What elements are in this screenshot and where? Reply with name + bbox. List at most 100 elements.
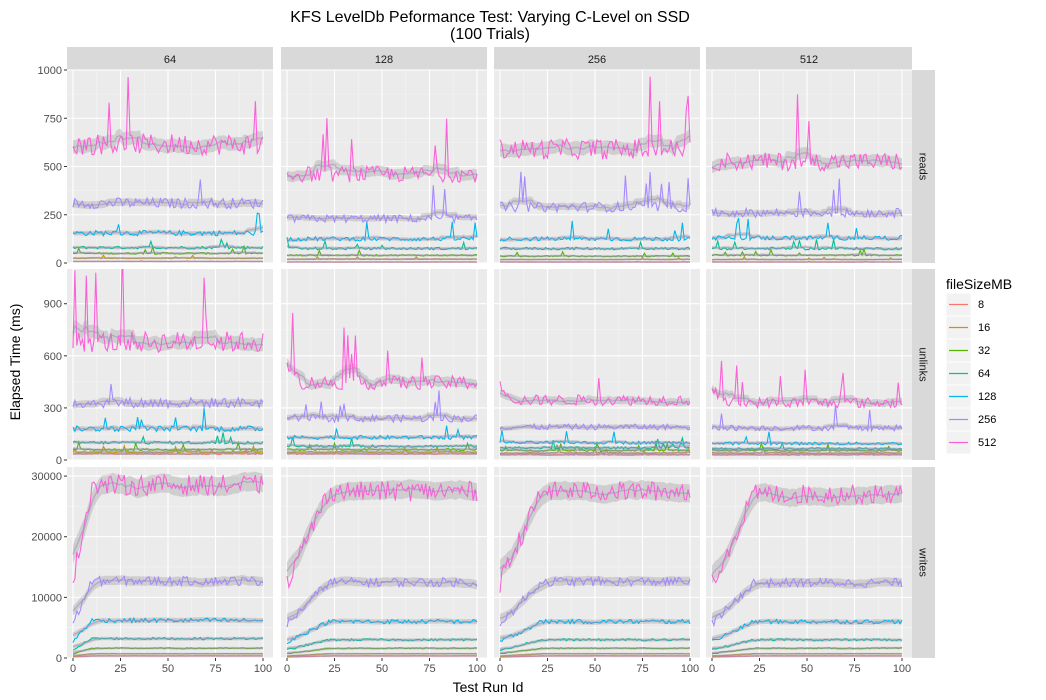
x-tick-label: 100 — [468, 663, 486, 675]
chart-subtitle: (100 Trials) — [450, 26, 530, 43]
panel-unlinks-64 — [67, 269, 273, 461]
series-line-512 — [286, 118, 478, 184]
panel-writes-512 — [706, 467, 912, 659]
series-line-256 — [72, 179, 264, 210]
column-strip-128 — [281, 47, 487, 70]
y-tick-label: 1000 — [38, 65, 62, 77]
smooth-line — [712, 152, 903, 168]
smooth-line — [499, 579, 691, 619]
smooth-line — [286, 580, 478, 619]
smooth-line — [711, 245, 902, 250]
smooth-line — [711, 581, 903, 619]
smooth-line — [72, 447, 264, 451]
series-line-512 — [499, 76, 691, 161]
panel-reads-512 — [706, 69, 912, 264]
smooth-line — [286, 647, 477, 654]
smooth-line — [499, 488, 691, 570]
smooth-line — [500, 235, 690, 241]
smooth-line — [72, 245, 264, 249]
smooth-line — [72, 452, 264, 455]
smooth-line — [712, 451, 903, 454]
series-line-512 — [286, 312, 478, 391]
x-tick-label: 75 — [209, 663, 221, 675]
smooth-line — [286, 163, 478, 178]
smooth-line — [499, 196, 691, 210]
panel-unlinks-128 — [281, 269, 487, 461]
confidence-band — [73, 575, 263, 616]
y-tick-label: 900 — [44, 299, 62, 311]
x-tick-label: 0 — [709, 663, 715, 675]
panel-writes-64 — [67, 467, 273, 659]
x-tick-label: 100 — [254, 663, 272, 675]
smooth-line — [286, 435, 478, 439]
smooth-line — [72, 226, 264, 235]
smooth-line — [287, 452, 477, 455]
y-tick-label: 600 — [44, 351, 62, 363]
smooth-line — [711, 424, 903, 430]
smooth-line — [286, 211, 477, 220]
series-line-256 — [72, 575, 264, 624]
smooth-line — [711, 447, 902, 450]
x-tick-label: 50 — [376, 663, 388, 675]
smooth-line — [286, 620, 477, 641]
confidence-band — [500, 129, 690, 158]
smooth-line — [286, 245, 478, 250]
smooth-line — [72, 134, 264, 150]
column-strip-256 — [494, 47, 700, 70]
smooth-line — [711, 233, 903, 240]
series-line-128 — [711, 217, 902, 242]
series-line-256 — [711, 178, 903, 220]
legend-label: 256 — [978, 414, 996, 426]
column-strip-label: 64 — [164, 54, 176, 66]
smooth-line — [72, 637, 263, 648]
panel-writes-256 — [494, 467, 700, 659]
x-tick-label: 0 — [497, 663, 503, 675]
smooth-line — [72, 200, 264, 206]
y-tick-label: 30000 — [31, 471, 62, 483]
confidence-band — [287, 209, 477, 223]
x-tick-label: 25 — [114, 663, 126, 675]
smooth-line — [712, 448, 903, 452]
x-tick-label: 50 — [162, 663, 174, 675]
smooth-line — [711, 208, 903, 216]
smooth-line — [287, 655, 477, 658]
row-strip-unlinks — [912, 269, 935, 460]
smooth-line — [500, 655, 690, 658]
y-tick-label: 0 — [56, 258, 62, 270]
smooth-line — [286, 448, 478, 451]
column-strip-label: 256 — [588, 54, 606, 66]
smooth-line — [711, 620, 903, 640]
smooth-line — [499, 652, 690, 657]
column-strip-label: 512 — [800, 54, 818, 66]
y-tick-label: 20000 — [31, 532, 62, 544]
x-tick-label: 100 — [893, 663, 911, 675]
smooth-line — [287, 450, 477, 454]
legend-label: 128 — [978, 391, 996, 403]
smooth-line — [499, 135, 691, 152]
series-line-512 — [499, 480, 691, 593]
column-strip-64 — [67, 47, 273, 70]
smooth-line — [712, 655, 902, 658]
smooth-line — [499, 425, 691, 430]
y-tick-label: 750 — [44, 113, 62, 125]
y-tick-label: 10000 — [31, 592, 62, 604]
panel-background — [281, 269, 487, 460]
panel-background — [494, 467, 700, 658]
x-tick-label: 75 — [848, 663, 860, 675]
series-line-512 — [72, 473, 264, 583]
x-tick-label: 25 — [541, 663, 553, 675]
series-line-256 — [499, 171, 691, 214]
smooth-line — [499, 392, 691, 404]
x-tick-label: 50 — [589, 663, 601, 675]
panel-unlinks-512 — [706, 269, 912, 461]
legend-label: 16 — [978, 322, 990, 334]
x-tick-label: 0 — [284, 663, 290, 675]
smooth-line — [711, 647, 902, 654]
confidence-band — [287, 618, 477, 643]
column-strip-512 — [706, 47, 912, 70]
legend-label: 512 — [978, 437, 996, 449]
row-strip-label: writes — [917, 547, 929, 577]
y-axis-label: Elapsed Time (ms) — [7, 304, 23, 421]
confidence-band — [73, 617, 263, 638]
